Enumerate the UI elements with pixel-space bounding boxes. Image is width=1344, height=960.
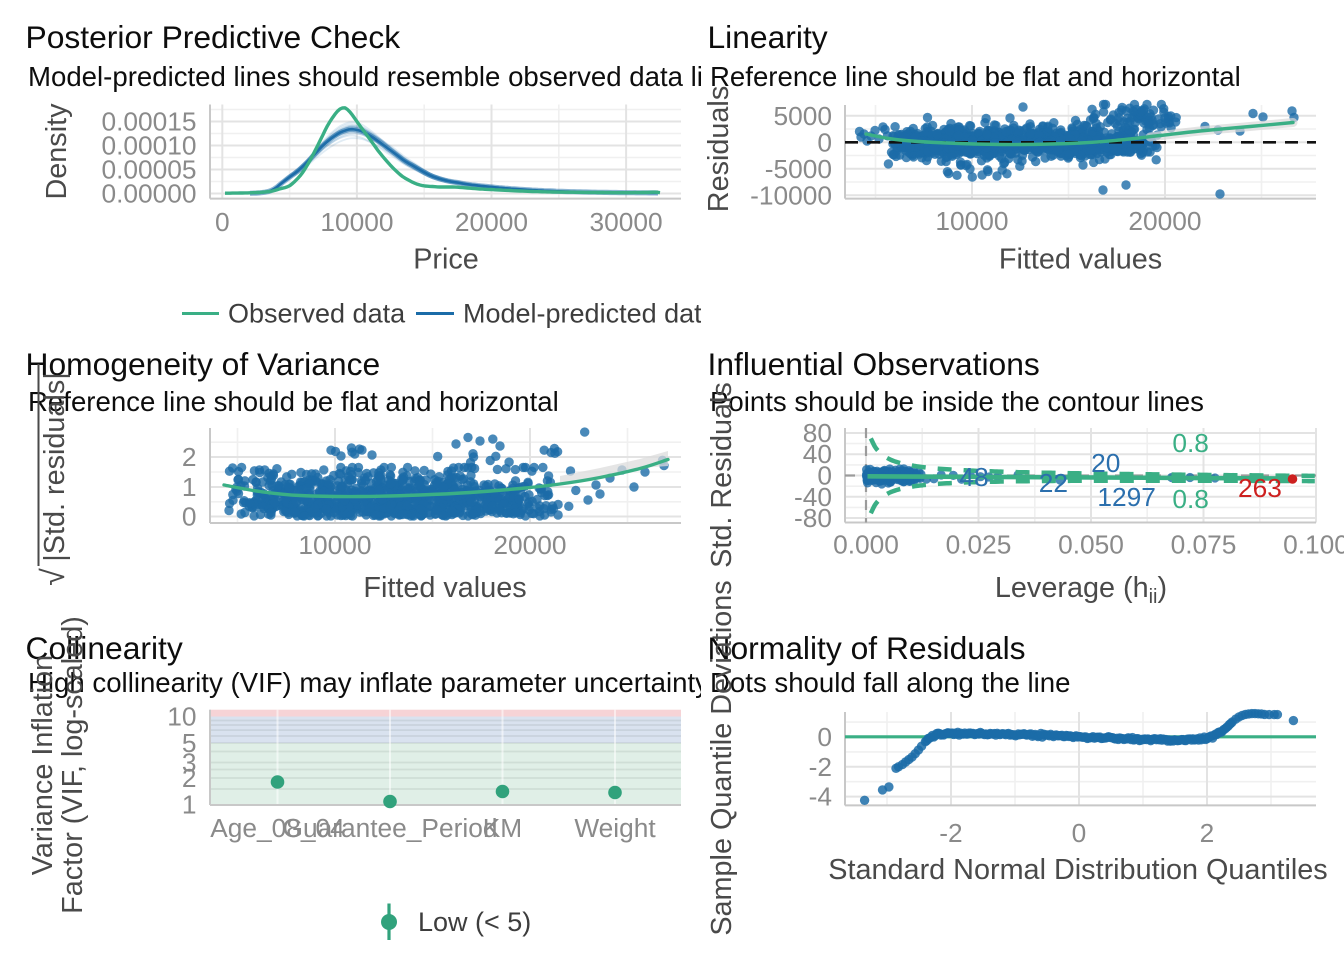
- svg-text:10000: 10000: [935, 206, 1008, 236]
- svg-text:0.8: 0.8: [1172, 484, 1209, 514]
- svg-text:|Std. residuals|: |Std. residuals|: [39, 372, 71, 561]
- svg-text:Guarantee_Period: Guarantee_Period: [283, 813, 498, 843]
- svg-text:40: 40: [803, 439, 832, 469]
- svg-text:Standard Normal Distribution Q: Standard Normal Distribution Quantiles: [828, 854, 1327, 886]
- svg-text:Homogeneity of Variance: Homogeneity of Variance: [26, 346, 381, 382]
- svg-text:Factor (VIF, log-scaled): Factor (VIF, log-scaled): [57, 616, 89, 914]
- svg-text:Observed data: Observed data: [228, 299, 406, 329]
- svg-text:-40: -40: [794, 482, 832, 512]
- svg-text:0: 0: [1072, 818, 1087, 848]
- svg-text:10000: 10000: [320, 207, 393, 237]
- svg-text:Residuals: Residuals: [703, 86, 735, 212]
- svg-text:0: 0: [215, 207, 230, 237]
- svg-text:5000: 5000: [773, 101, 832, 131]
- svg-text:Low (< 5): Low (< 5): [418, 907, 531, 937]
- svg-text:5: 5: [182, 728, 197, 758]
- svg-text:Model-predicted lines should r: Model-predicted lines should resemble ob…: [28, 61, 734, 92]
- svg-text:Model-predicted data: Model-predicted data: [463, 299, 718, 329]
- svg-text:48: 48: [959, 462, 988, 492]
- svg-text:0: 0: [817, 127, 832, 157]
- svg-text:2: 2: [1200, 818, 1215, 848]
- svg-text:Influential Observations: Influential Observations: [708, 346, 1040, 382]
- svg-text:0: 0: [182, 502, 197, 532]
- svg-text:-10000: -10000: [750, 180, 832, 210]
- svg-text:0.050: 0.050: [1058, 530, 1124, 560]
- svg-text:20000: 20000: [493, 530, 566, 560]
- svg-text:263: 263: [1238, 473, 1282, 503]
- svg-text:-2: -2: [809, 752, 832, 782]
- svg-text:0: 0: [817, 461, 832, 491]
- svg-text:Linearity: Linearity: [708, 19, 828, 55]
- svg-text:1: 1: [182, 472, 197, 502]
- svg-text:-4: -4: [809, 782, 832, 812]
- svg-text:Posterior Predictive Check: Posterior Predictive Check: [26, 19, 401, 55]
- svg-text:√: √: [35, 568, 71, 586]
- svg-text:Reference line should be flat: Reference line should be flat and horizo…: [710, 61, 1241, 92]
- svg-text:1: 1: [182, 790, 197, 820]
- svg-text:Weight: Weight: [574, 813, 656, 843]
- svg-text:0.075: 0.075: [1171, 530, 1237, 560]
- svg-text:0.000: 0.000: [833, 530, 899, 560]
- svg-text:Std. Residuals: Std. Residuals: [706, 382, 738, 568]
- svg-text:Sample Quantile Deviations: Sample Quantile Deviations: [706, 580, 738, 935]
- svg-text:Age_08_04: Age_08_04: [210, 813, 345, 843]
- svg-text:Leverage (hii): Leverage (hii): [995, 572, 1167, 608]
- svg-text:0.00010: 0.00010: [101, 131, 196, 161]
- svg-text:Normality of Residuals: Normality of Residuals: [708, 630, 1026, 666]
- svg-text:Collinearity: Collinearity: [26, 630, 183, 666]
- svg-text:20000: 20000: [455, 207, 528, 237]
- svg-text:20: 20: [1091, 448, 1120, 478]
- svg-text:0.00000: 0.00000: [101, 179, 196, 209]
- svg-text:10000: 10000: [298, 530, 371, 560]
- svg-text:3: 3: [182, 748, 197, 778]
- svg-text:20000: 20000: [1128, 206, 1201, 236]
- svg-text:Density: Density: [41, 103, 73, 200]
- svg-text:2: 2: [182, 442, 197, 472]
- svg-text:30000: 30000: [590, 207, 663, 237]
- svg-text:0.8: 0.8: [1172, 428, 1209, 458]
- svg-text:Fitted values: Fitted values: [999, 244, 1162, 276]
- svg-text:Variance Inflation: Variance Inflation: [27, 655, 59, 875]
- svg-text:80: 80: [803, 418, 832, 448]
- svg-text:-5000: -5000: [765, 154, 832, 184]
- svg-text:0.100: 0.100: [1283, 530, 1344, 560]
- svg-text:Fitted values: Fitted values: [363, 572, 526, 604]
- svg-text:Dots should fall along the lin: Dots should fall along the line: [710, 667, 1070, 698]
- svg-text:High collinearity (VIF) may in: High collinearity (VIF) may inflate para…: [28, 667, 709, 698]
- svg-text:Reference line should be flat: Reference line should be flat and horizo…: [28, 386, 559, 417]
- svg-text:2: 2: [182, 763, 197, 793]
- svg-text:10: 10: [167, 702, 196, 732]
- svg-text:Price: Price: [413, 244, 479, 276]
- svg-text:0.00005: 0.00005: [101, 155, 196, 185]
- svg-text:22: 22: [1039, 468, 1068, 498]
- svg-text:-80: -80: [794, 503, 832, 533]
- svg-text:1297: 1297: [1097, 482, 1156, 512]
- svg-text:0.00015: 0.00015: [101, 107, 196, 137]
- svg-text:-2: -2: [939, 818, 962, 848]
- svg-text:Points should be inside the co: Points should be inside the contour line…: [710, 386, 1204, 417]
- svg-text:KM: KM: [483, 813, 522, 843]
- svg-text:0.025: 0.025: [946, 530, 1012, 560]
- svg-text:0: 0: [817, 722, 832, 752]
